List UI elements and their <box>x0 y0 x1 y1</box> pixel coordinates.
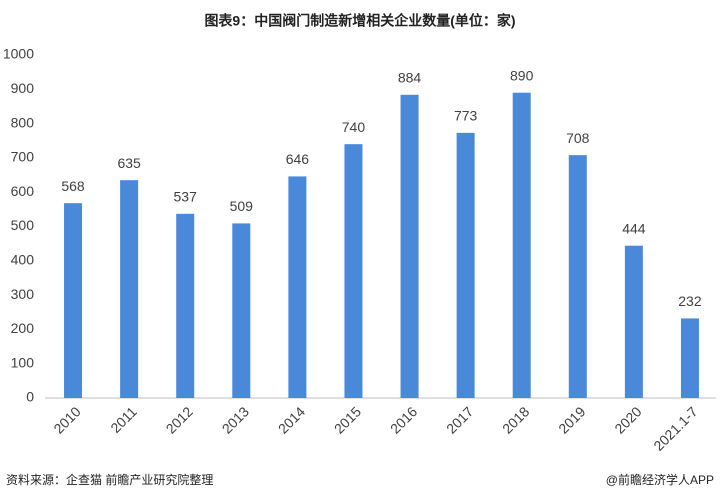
y-tick-label: 500 <box>11 217 35 233</box>
data-label: 773 <box>454 108 478 124</box>
bar <box>400 94 419 399</box>
x-tick-label: 2018 <box>499 403 532 436</box>
y-tick-label: 400 <box>11 252 35 268</box>
credit: @前瞻经济学人APP <box>606 472 714 487</box>
x-tick-label: 2012 <box>163 403 196 436</box>
x-tick-label: 2021.1-7 <box>650 403 701 454</box>
y-tick-label: 800 <box>11 114 35 130</box>
x-tick-label: 2017 <box>443 403 476 436</box>
y-tick-label: 1000 <box>3 46 34 62</box>
data-label: 635 <box>117 155 141 171</box>
data-label: 646 <box>286 151 310 167</box>
bar <box>456 132 475 398</box>
x-tick-label: 2015 <box>331 403 364 436</box>
y-tick-label: 200 <box>11 320 35 336</box>
x-tick-label: 2013 <box>219 403 252 436</box>
bar <box>120 180 139 398</box>
data-label: 232 <box>678 293 702 309</box>
bar <box>568 155 587 398</box>
bar <box>680 318 699 398</box>
x-tick-label: 2019 <box>555 403 588 436</box>
bar <box>512 92 531 398</box>
data-label: 740 <box>342 119 366 135</box>
x-tick-label: 2020 <box>611 403 644 436</box>
data-label: 884 <box>398 69 422 85</box>
data-label: 708 <box>566 130 590 146</box>
data-label: 444 <box>622 220 646 236</box>
y-tick-label: 300 <box>11 286 35 302</box>
chart-title: 图表9：中国阀门制造新增相关企业数量(单位：家) <box>204 13 515 29</box>
y-tick-label: 900 <box>11 80 35 96</box>
x-tick-label: 2016 <box>387 403 420 436</box>
data-label: 509 <box>230 198 254 214</box>
x-tick-label: 2014 <box>275 403 308 436</box>
bar <box>344 144 363 398</box>
bar <box>176 213 195 398</box>
y-tick-label: 700 <box>11 149 35 165</box>
bar <box>232 223 251 398</box>
data-label: 890 <box>510 67 534 83</box>
bar <box>288 176 307 398</box>
data-label: 568 <box>61 178 85 194</box>
bar <box>624 245 643 398</box>
y-tick-label: 0 <box>26 389 34 405</box>
x-tick-label: 2010 <box>50 403 83 436</box>
bar <box>64 203 83 398</box>
x-tick-label: 2011 <box>107 403 140 436</box>
data-label: 537 <box>174 189 198 205</box>
source-note: 资料来源：企查猫 前瞻产业研究院整理 <box>6 472 213 487</box>
y-tick-label: 600 <box>11 183 35 199</box>
y-tick-label: 100 <box>11 354 35 370</box>
